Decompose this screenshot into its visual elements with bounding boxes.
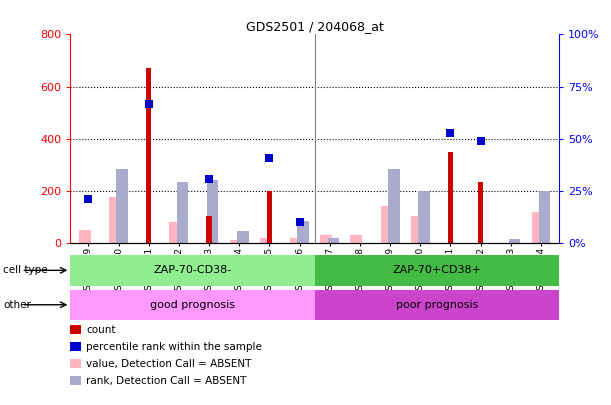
- Text: value, Detection Call = ABSENT: value, Detection Call = ABSENT: [86, 359, 252, 369]
- Bar: [260, 238, 272, 243]
- Bar: [266, 191, 272, 243]
- Text: poor prognosis: poor prognosis: [396, 300, 478, 310]
- Text: other: other: [3, 300, 31, 310]
- Bar: [230, 241, 241, 243]
- Title: GDS2501 / 204068_at: GDS2501 / 204068_at: [246, 20, 384, 33]
- Bar: [448, 152, 453, 243]
- Bar: [532, 212, 543, 243]
- Text: ZAP-70+CD38+: ZAP-70+CD38+: [392, 265, 481, 275]
- Bar: [381, 207, 392, 243]
- Bar: [146, 68, 152, 243]
- Bar: [79, 230, 90, 243]
- Text: ZAP-70-CD38-: ZAP-70-CD38-: [153, 265, 232, 275]
- Bar: [508, 239, 520, 243]
- Bar: [418, 191, 430, 243]
- Bar: [539, 191, 551, 243]
- Bar: [327, 238, 339, 243]
- Bar: [315, 290, 559, 320]
- Bar: [351, 235, 362, 243]
- Text: count: count: [86, 325, 115, 335]
- Bar: [478, 182, 483, 243]
- Bar: [116, 169, 128, 243]
- Bar: [169, 222, 181, 243]
- Text: percentile rank within the sample: percentile rank within the sample: [86, 342, 262, 352]
- Text: rank, Detection Call = ABSENT: rank, Detection Call = ABSENT: [86, 376, 246, 386]
- Bar: [177, 182, 188, 243]
- Text: cell type: cell type: [3, 265, 48, 275]
- Text: good prognosis: good prognosis: [150, 300, 235, 310]
- Bar: [237, 231, 249, 243]
- Bar: [207, 215, 212, 243]
- Bar: [207, 181, 219, 243]
- Bar: [315, 255, 559, 286]
- Bar: [411, 215, 422, 243]
- Bar: [320, 235, 332, 243]
- Bar: [388, 169, 400, 243]
- Bar: [70, 290, 315, 320]
- Bar: [298, 221, 309, 243]
- Bar: [70, 255, 315, 286]
- Bar: [290, 238, 302, 243]
- Bar: [109, 197, 121, 243]
